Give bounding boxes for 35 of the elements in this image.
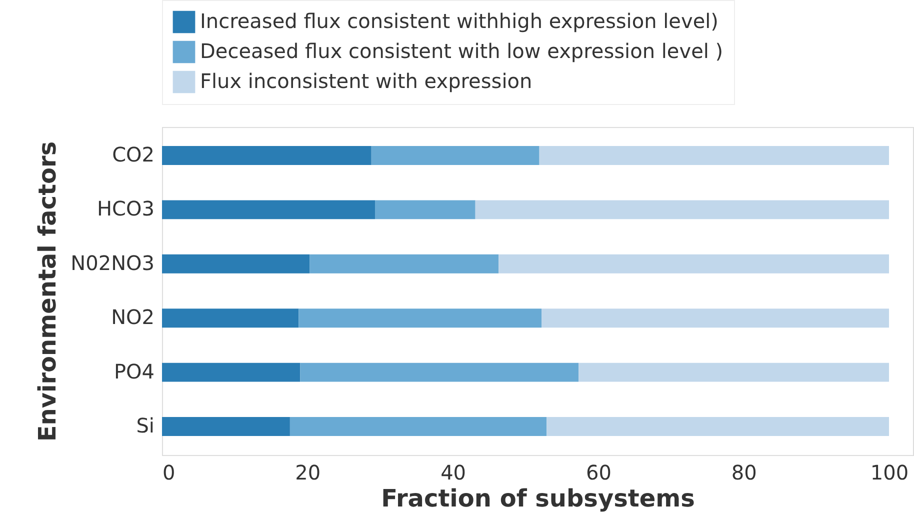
y-tick-label: CO2 (112, 142, 154, 166)
legend-label: Deceased flux consistent with low expression level ) (200, 39, 724, 63)
bar (290, 417, 547, 436)
x-axis-title: Fraction of subsystems (381, 484, 695, 512)
bar (542, 308, 890, 328)
bar (375, 200, 476, 220)
bar (300, 362, 579, 382)
legend-label: Increased flux consistent withhigh expression level) (200, 9, 718, 33)
bar (310, 254, 499, 274)
legend-label: Flux inconsistent with expression (200, 69, 532, 93)
bar (498, 254, 890, 274)
y-tick-label: N02NO3 (70, 250, 154, 275)
bar (546, 417, 890, 436)
bar (475, 200, 890, 220)
x-tick-label: 80 (731, 460, 757, 484)
bar (539, 146, 890, 165)
x-tick-label: 20 (295, 460, 321, 484)
x-tick-label: 40 (440, 460, 466, 484)
x-tick-label: 60 (586, 460, 612, 484)
y-tick-label: HCO3 (97, 196, 154, 221)
bar (578, 362, 890, 382)
bar (162, 200, 376, 220)
bar (298, 308, 542, 328)
y-axis-title: Environmental factors (34, 141, 62, 442)
bar (162, 362, 300, 382)
y-tick-label: Si (136, 414, 154, 438)
bar (162, 146, 372, 165)
bar (371, 146, 540, 165)
x-tick-label: 0 (162, 460, 176, 484)
y-tick-label: NO2 (111, 305, 154, 330)
bar (162, 254, 310, 274)
y-tick-label: PO4 (114, 359, 154, 384)
x-tick-label: 100 (870, 460, 909, 484)
bar (162, 417, 290, 436)
bar (162, 308, 299, 328)
